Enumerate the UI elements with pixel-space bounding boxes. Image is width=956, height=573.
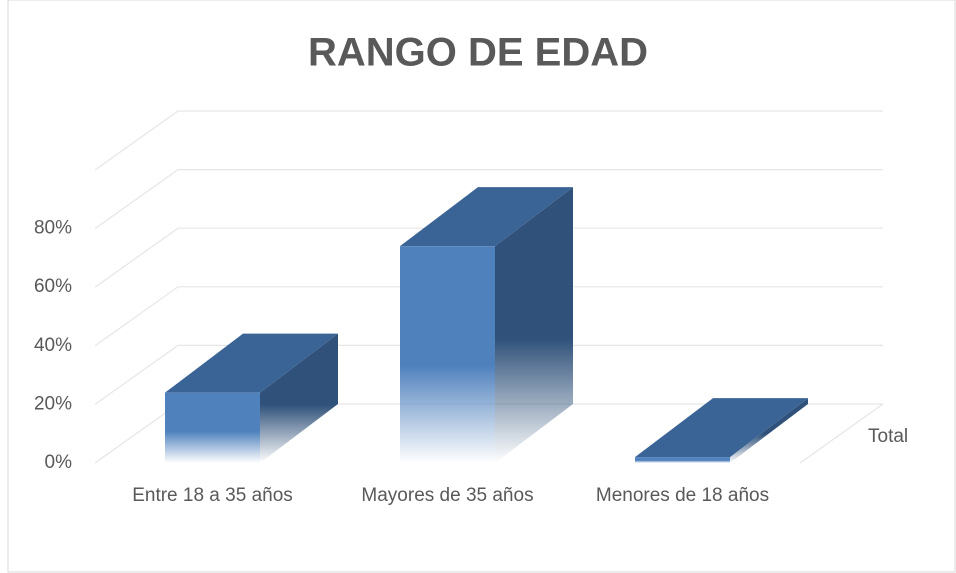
bar <box>165 392 260 463</box>
grid-line <box>94 227 883 288</box>
bar-side <box>730 398 808 463</box>
bar-top <box>635 398 808 458</box>
bar-top <box>400 187 573 247</box>
y-tick-label: 80% <box>34 218 72 239</box>
chart-title: RANGO DE EDAD <box>308 31 648 75</box>
floor-edge <box>799 403 884 464</box>
bar-side <box>495 187 573 463</box>
grid-line <box>94 286 883 347</box>
bar <box>400 246 495 463</box>
legend-entry: Total <box>868 426 908 447</box>
grid-top <box>94 110 883 171</box>
x-tick-label: Menores de 18 años <box>596 485 769 506</box>
x-tick-label: Mayores de 35 años <box>361 485 533 506</box>
y-tick-label: 40% <box>34 335 72 356</box>
y-tick-label: 60% <box>34 276 72 297</box>
bar-side <box>260 333 338 463</box>
y-tick-label: 20% <box>34 393 72 414</box>
y-tick-label: 0% <box>45 452 73 473</box>
chart-border <box>7 0 956 573</box>
grid-line <box>94 169 883 230</box>
grid-line <box>94 344 883 405</box>
x-tick-label: Entre 18 a 35 años <box>132 485 293 506</box>
bar <box>635 457 730 463</box>
bar-top <box>165 333 338 393</box>
